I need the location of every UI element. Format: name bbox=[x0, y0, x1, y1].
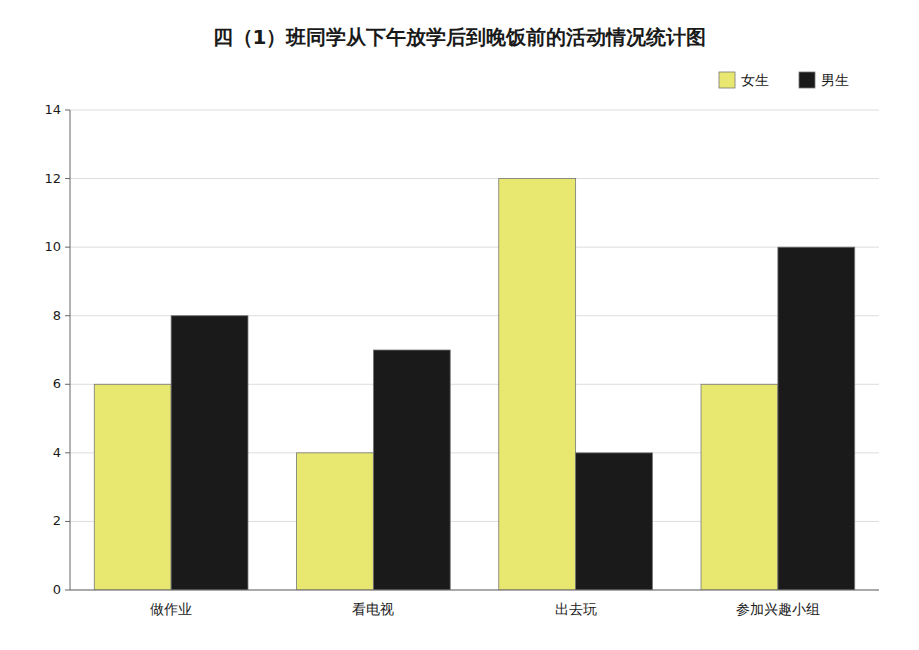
grid-line bbox=[70, 247, 879, 248]
y-tick bbox=[65, 521, 70, 522]
grid-line bbox=[70, 178, 879, 179]
x-axis: 做作业 看电视 出去玩 参加兴趣小组 bbox=[150, 601, 820, 617]
y-tick-label: 0 bbox=[53, 582, 61, 597]
y-tick bbox=[65, 178, 70, 179]
y-axis-line bbox=[70, 110, 71, 590]
y-tick bbox=[65, 247, 70, 248]
y-tick bbox=[65, 590, 70, 591]
y-tick bbox=[65, 452, 70, 453]
chart-title: 四（1）班同学从下午放学后到晚饭前的活动情况统计图 bbox=[213, 25, 707, 49]
y-tick-label: 4 bbox=[53, 445, 61, 460]
legend: 女生 男生 bbox=[719, 72, 849, 88]
legend-swatch bbox=[799, 72, 815, 88]
x-axis-line bbox=[70, 590, 879, 591]
chart-svg: 四（1）班同学从下午放学后到晚饭前的活动情况统计图 0 2 4 6 8 10 12 14 做作业 看… bbox=[0, 0, 919, 650]
x-tick-label: 看电视 bbox=[352, 601, 394, 617]
bar bbox=[778, 247, 855, 590]
bar bbox=[701, 384, 778, 590]
y-tick-label: 8 bbox=[53, 308, 61, 323]
bars bbox=[94, 179, 854, 590]
y-tick bbox=[65, 384, 70, 385]
bar bbox=[499, 179, 576, 590]
y-tick-label: 10 bbox=[44, 239, 61, 254]
y-axis: 0 2 4 6 8 10 12 14 bbox=[44, 102, 879, 597]
y-tick-label: 2 bbox=[53, 513, 61, 528]
bar bbox=[297, 453, 374, 590]
bar bbox=[373, 350, 450, 590]
legend-label: 女生 bbox=[741, 72, 769, 88]
y-tick-label: 6 bbox=[53, 376, 61, 391]
x-tick-label: 出去玩 bbox=[555, 601, 597, 617]
y-tick bbox=[65, 110, 70, 111]
legend-label: 男生 bbox=[821, 72, 849, 88]
bar bbox=[171, 316, 248, 590]
bar bbox=[94, 384, 171, 590]
chart-container: 四（1）班同学从下午放学后到晚饭前的活动情况统计图 0 2 4 6 8 10 12 14 做作业 看… bbox=[0, 0, 919, 650]
x-tick-label: 参加兴趣小组 bbox=[736, 601, 820, 617]
bar bbox=[576, 453, 653, 590]
y-tick-label: 14 bbox=[44, 102, 61, 117]
y-tick bbox=[65, 315, 70, 316]
y-tick-label: 12 bbox=[44, 171, 61, 186]
grid-line bbox=[70, 110, 879, 111]
legend-swatch bbox=[719, 72, 735, 88]
x-tick-label: 做作业 bbox=[150, 601, 192, 617]
grid-line bbox=[70, 590, 879, 591]
